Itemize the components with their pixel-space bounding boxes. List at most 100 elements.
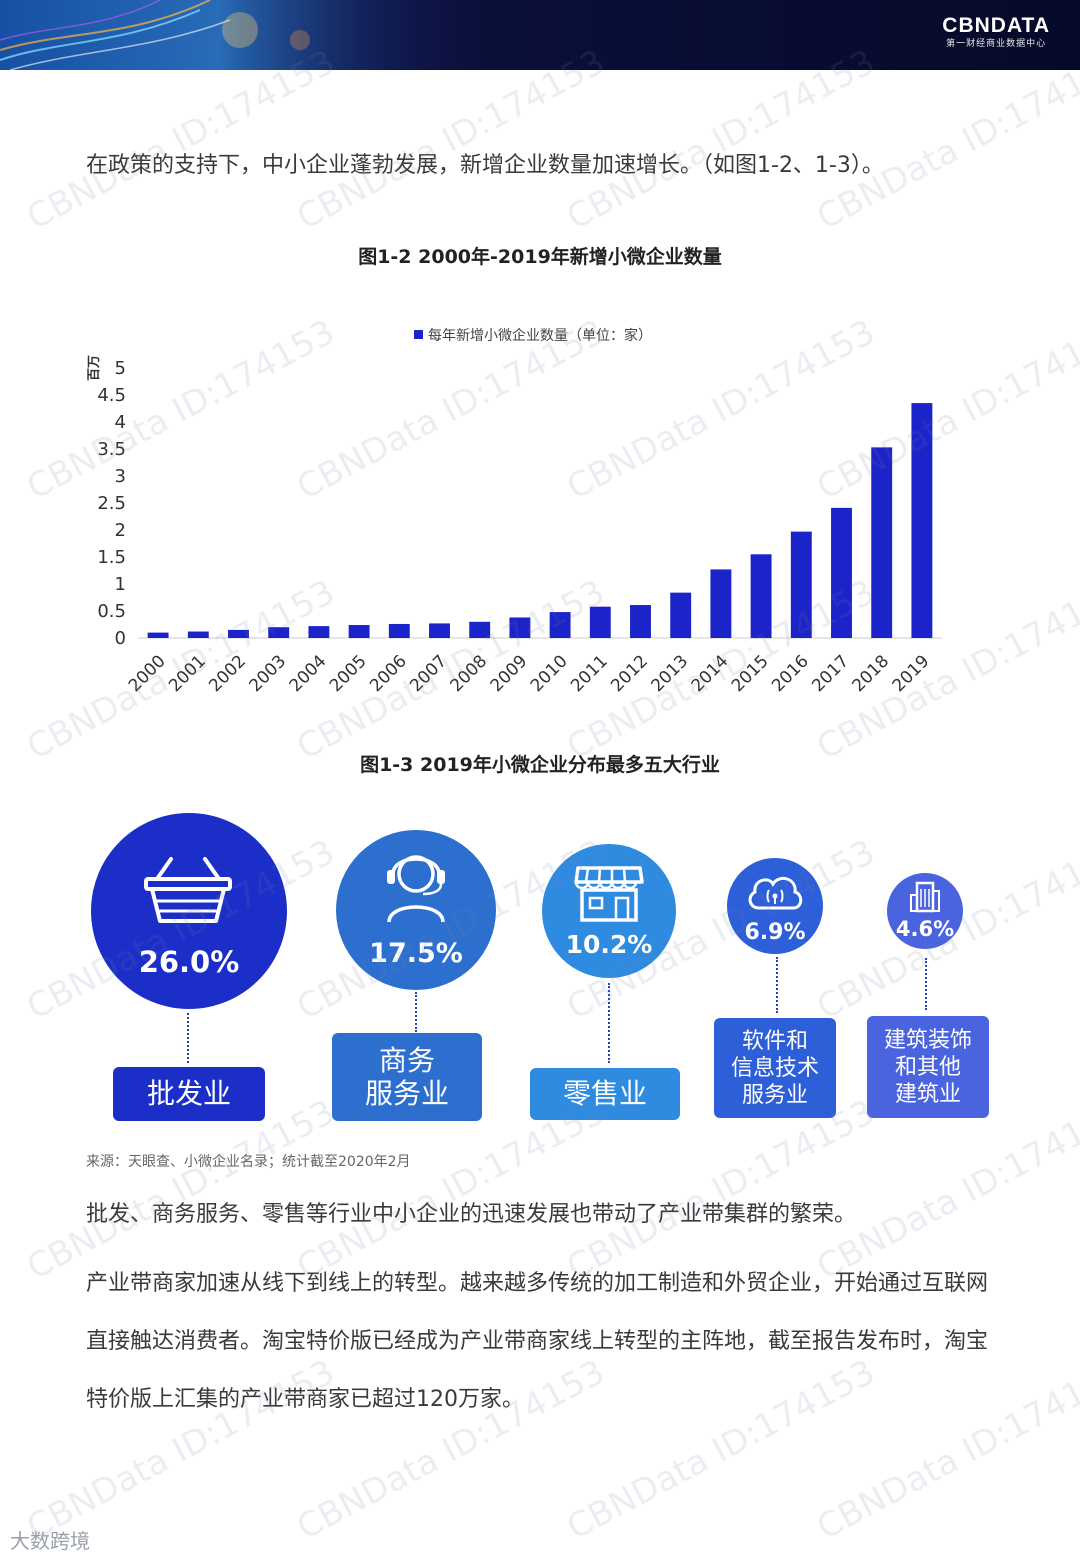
chart-legend: 每年新增小微企业数量（单位：家） xyxy=(414,327,652,344)
label-business-line1: 商务 xyxy=(378,1044,435,1077)
x-tick-label: 2016 xyxy=(768,651,813,696)
header-banner: CBNDATA 第一财经商业数据中心 xyxy=(0,0,1080,70)
pct-business-services: 17.5% xyxy=(369,938,463,969)
label-software-line3: 服务业 xyxy=(741,1082,808,1108)
bar-2013 xyxy=(670,592,692,638)
pct-construction: 4.6% xyxy=(895,917,955,941)
connector-retail xyxy=(608,983,610,1063)
y-tick-label: 1 xyxy=(115,574,126,595)
bar-2003 xyxy=(268,627,290,638)
x-tick-label: 2011 xyxy=(567,651,612,696)
industry-label-wholesale: 批发业 xyxy=(113,1067,265,1121)
label-software-line1: 软件和 xyxy=(741,1028,808,1054)
pct-retail: 10.2% xyxy=(565,930,653,959)
x-tick-label: 2013 xyxy=(648,651,693,696)
storefront-icon xyxy=(574,866,644,922)
cbndata-logo: CBNDATA 第一财经商业数据中心 xyxy=(942,14,1050,50)
y-tick-label: 2.5 xyxy=(97,493,126,514)
x-tick-label: 2005 xyxy=(326,651,371,696)
industry-bubble-business-services: 17.5% xyxy=(336,830,496,990)
label-construction-line3: 建筑业 xyxy=(894,1081,961,1107)
label-retail-line1: 零售业 xyxy=(562,1077,647,1110)
industry-label-business-services: 商务 服务业 xyxy=(332,1033,482,1121)
footer-logo: 大数跨境 xyxy=(10,1529,90,1553)
x-tick-label: 2010 xyxy=(527,651,572,696)
label-business-line2: 服务业 xyxy=(364,1077,449,1110)
bar-2009 xyxy=(509,617,531,638)
y-tick-label: 0.5 xyxy=(97,601,126,622)
bars-group xyxy=(147,403,933,638)
brand-subtitle: 第一财经商业数据中心 xyxy=(946,39,1047,49)
y-tick-label: 3 xyxy=(115,466,126,487)
industry-bubble-retail: 10.2% xyxy=(542,844,676,978)
x-tick-label: 2003 xyxy=(245,651,290,696)
paragraph-3: 产业带商家加速从线下到线上的转型。越来越多传统的加工制造和外贸企业，开始通过互联… xyxy=(86,1271,989,1412)
figure1-title: 图1-2 2000年-2019年新增小微企业数量 xyxy=(358,246,722,268)
source-note: 来源：天眼查、小微企业名录；统计截至2020年2月 xyxy=(86,1154,411,1170)
y-tick-label: 4 xyxy=(115,412,126,433)
x-tick-label: 2007 xyxy=(406,651,451,696)
y-axis-unit: 百万 xyxy=(87,355,102,381)
connector-business-services xyxy=(415,992,417,1032)
bar-2018 xyxy=(871,447,893,638)
label-construction-line2: 和其他 xyxy=(894,1054,961,1080)
x-tick-label: 2000 xyxy=(125,651,170,696)
x-tick-label: 2002 xyxy=(205,651,250,696)
legend-swatch xyxy=(414,330,423,339)
bar-2005 xyxy=(348,625,370,638)
bar-2017 xyxy=(831,507,852,638)
bar-2019 xyxy=(911,403,933,638)
figure2-title: 图1-3 2019年小微企业分布最多五大行业 xyxy=(360,754,720,776)
bar-2014 xyxy=(710,569,732,638)
connector-construction xyxy=(925,958,927,1010)
cloud-signal-icon xyxy=(748,876,803,910)
connector-wholesale xyxy=(187,1013,189,1063)
label-software-line2: 信息技术 xyxy=(730,1055,819,1081)
label-construction-line1: 建筑装饰 xyxy=(883,1027,972,1053)
bar-2010 xyxy=(549,612,571,638)
y-tick-label: 2 xyxy=(115,520,126,541)
bar-2011 xyxy=(589,606,611,638)
x-tick-label: 2019 xyxy=(889,651,934,696)
x-tick-label: 2006 xyxy=(366,651,411,696)
industry-label-retail: 零售业 xyxy=(530,1068,680,1120)
x-tick-label: 2012 xyxy=(607,651,652,696)
label-wholesale-line1: 批发业 xyxy=(146,1077,231,1110)
industry-bubble-construction: 4.6% xyxy=(887,873,963,949)
x-tick-label: 2009 xyxy=(487,651,532,696)
x-tick-label: 2015 xyxy=(728,651,773,696)
fiber-optic-art xyxy=(0,0,440,70)
x-tick-label: 2014 xyxy=(688,651,733,696)
x-tick-label: 2001 xyxy=(165,651,210,696)
bar-2012 xyxy=(630,605,651,638)
legend-label: 每年新增小微企业数量（单位：家） xyxy=(428,327,652,344)
intro-paragraph: 在政策的支持下，中小企业蓬勃发展，新增企业数量加速增长。（如图1-2、1-3）。 xyxy=(86,153,884,178)
bar-2001 xyxy=(187,631,209,638)
y-axis-ticks: 0 0.5 1 1.5 2 2.5 3 3.5 4 4.5 5 xyxy=(97,358,126,649)
industry-label-software-it: 软件和 信息技术 服务业 xyxy=(714,1018,836,1118)
y-tick-label: 4.5 xyxy=(97,385,126,406)
building-icon xyxy=(910,881,940,913)
y-tick-label: 5 xyxy=(115,358,126,379)
bar-2007 xyxy=(429,623,450,638)
x-tick-label: 2018 xyxy=(849,651,894,696)
bar-2000 xyxy=(147,632,169,638)
y-tick-label: 3.5 xyxy=(97,439,126,460)
bar-2002 xyxy=(228,629,249,638)
brand-name: CBNDATA xyxy=(942,14,1050,37)
industry-bubble-software-it: 6.9% xyxy=(727,858,823,954)
y-tick-label: 0 xyxy=(115,628,126,649)
x-tick-label: 2017 xyxy=(808,651,853,696)
bar-2008 xyxy=(469,621,491,638)
basket-icon xyxy=(144,857,232,923)
industry-bubble-wholesale: 26.0% xyxy=(91,813,287,1009)
bar-2004 xyxy=(308,626,330,638)
headset-person-icon xyxy=(387,855,445,923)
paragraph-2: 批发、商务服务、零售等行业中小企业的迅速发展也带动了产业带集群的繁荣。 xyxy=(86,1202,857,1227)
y-tick-label: 1.5 xyxy=(97,547,126,568)
bar-2006 xyxy=(388,623,410,638)
bar-2015 xyxy=(750,554,772,638)
pct-software-it: 6.9% xyxy=(744,920,806,945)
bar-2016 xyxy=(790,531,812,638)
new-smb-bar-chart: 每年新增小微企业数量（单位：家） 百万 0 0.5 1 1.5 2 2.5 3 3.5 4 4.5… xyxy=(87,327,942,696)
